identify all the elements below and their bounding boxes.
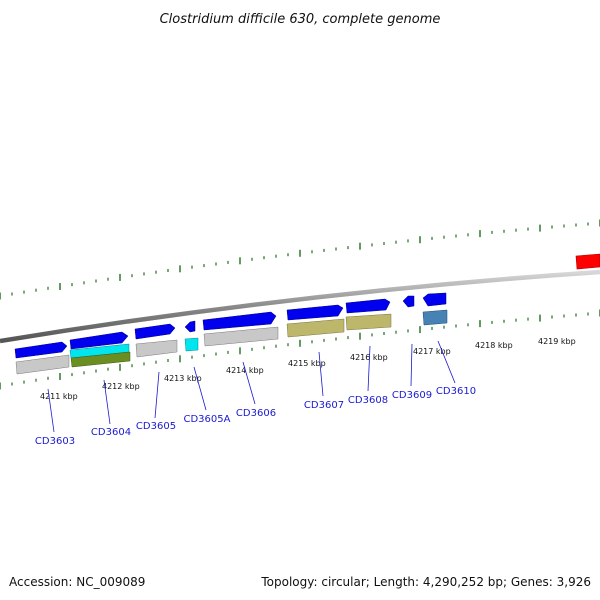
feature-track [15, 309, 448, 375]
steel-feature-CD3610[interactable] [422, 309, 448, 326]
lower-tick-track [0, 309, 600, 390]
gene-label-CD3605[interactable]: CD3605 [136, 421, 176, 432]
olive-feature-CD3604[interactable] [70, 351, 131, 368]
genome-summary-text: Topology: circular; Length: 4,290,252 bp… [260, 575, 591, 589]
leader-CD3605A [193, 366, 207, 411]
khaki-feature-CD3607[interactable] [286, 318, 345, 338]
cds-CD3603[interactable] [14, 341, 68, 359]
cds-CD3608[interactable] [345, 298, 391, 314]
leader-CD3605 [154, 371, 160, 419]
gene-labels: CD3603 CD3604 CD3605 CD3605A CD3606 CD36… [35, 386, 476, 447]
axis-label-4215: 4215 kbp [288, 359, 326, 368]
axis-label-4218: 4218 kbp [475, 341, 513, 350]
gray-feature-CD3606[interactable] [203, 326, 279, 347]
gene-leader-lines [47, 340, 456, 433]
axis-label-4214: 4214 kbp [226, 366, 264, 375]
leader-CD3607 [318, 351, 324, 397]
upper-tick-track [0, 219, 600, 300]
gray-feature-CD3605[interactable] [135, 339, 178, 358]
genome-backbone [0, 269, 600, 344]
cds-track [14, 292, 447, 359]
gene-label-CD3603[interactable]: CD3603 [35, 436, 75, 447]
gene-label-CD3610[interactable]: CD3610 [436, 386, 476, 397]
map-title: Clostridium difficile 630, complete geno… [160, 12, 441, 27]
leader-CD3609 [410, 343, 413, 387]
axis-label-4217: 4217 kbp [413, 347, 451, 356]
leader-CD3608 [367, 345, 371, 392]
gray-feature-CD3603[interactable] [15, 354, 70, 375]
cds-CD3605[interactable] [134, 323, 176, 340]
gene-label-CD3606[interactable]: CD3606 [236, 408, 276, 419]
leader-CD3610 [437, 340, 456, 384]
gene-label-CD3605A[interactable]: CD3605A [184, 414, 231, 425]
cds-CD3607[interactable] [286, 304, 344, 321]
axis-label-4213: 4213 kbp [164, 374, 202, 383]
axis-label-4219: 4219 kbp [538, 337, 576, 346]
axis-label-4216: 4216 kbp [350, 353, 388, 362]
leader-CD3603 [47, 388, 55, 433]
khaki-feature-CD3608[interactable] [345, 313, 392, 331]
gene-label-CD3609[interactable]: CD3609 [392, 390, 432, 401]
cds-CD3605A[interactable] [184, 320, 196, 333]
cds-CD3604[interactable] [69, 331, 129, 350]
leader-CD3604 [103, 379, 111, 425]
axis-labels: 4211 kbp 4212 kbp 4213 kbp 4214 kbp 4215… [40, 337, 576, 401]
axis-label-4211: 4211 kbp [40, 392, 78, 401]
red-feature[interactable] [575, 253, 600, 270]
accession-text: Accession: NC_009089 [9, 575, 145, 589]
cds-CD3610[interactable] [422, 292, 447, 307]
gene-label-CD3604[interactable]: CD3604 [91, 427, 131, 438]
gene-label-CD3608[interactable]: CD3608 [348, 395, 388, 406]
cds-CD3606[interactable] [202, 311, 277, 331]
cds-CD3609[interactable] [402, 295, 415, 308]
gene-label-CD3607[interactable]: CD3607 [304, 400, 344, 411]
axis-label-4212: 4212 kbp [102, 382, 140, 391]
leader-CD3606 [242, 361, 256, 405]
cyan-feature-CD3605A[interactable] [184, 337, 199, 352]
